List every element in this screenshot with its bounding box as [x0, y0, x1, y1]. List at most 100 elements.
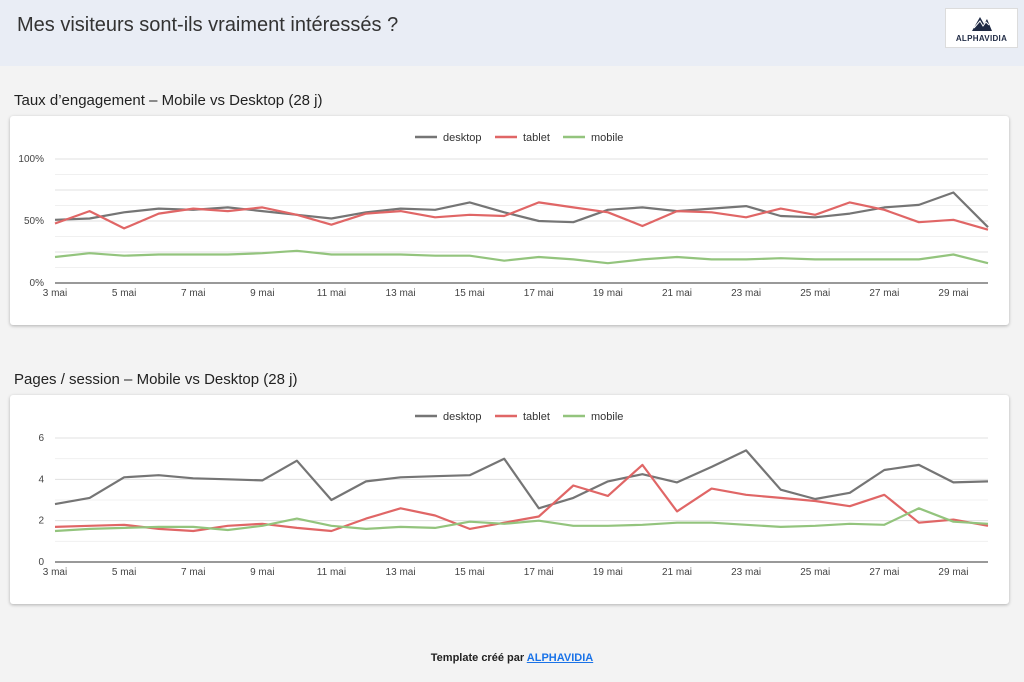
data-point-desktop [124, 212, 125, 213]
series-line-desktop[interactable] [54, 449, 989, 510]
data-point-mobile [55, 256, 56, 257]
data-point-desktop [953, 482, 954, 483]
legend-label-desktop[interactable]: desktop [443, 411, 482, 423]
data-point-tablet [884, 209, 885, 210]
data-point-desktop [227, 207, 228, 208]
engagement-chart-title: Taux d’engagement – Mobile vs Desktop (2… [14, 92, 323, 109]
series-line-mobile[interactable] [54, 249, 989, 265]
data-point-mobile [55, 531, 56, 532]
x-tick-label: 7 mai [181, 567, 205, 578]
x-tick-label: 11 mai [317, 567, 346, 578]
data-point-mobile [435, 255, 436, 256]
data-point-mobile [918, 259, 919, 260]
data-point-tablet [296, 527, 297, 528]
data-point-desktop [538, 508, 539, 509]
data-point-tablet [504, 216, 505, 217]
data-point-mobile [573, 525, 574, 526]
data-point-tablet [746, 217, 747, 218]
data-point-desktop [918, 464, 919, 465]
data-point-desktop [677, 482, 678, 483]
data-point-tablet [538, 516, 539, 517]
data-point-mobile [89, 528, 90, 529]
data-point-tablet [677, 211, 678, 212]
x-tick-label: 29 mai [938, 567, 968, 578]
x-tick-label: 21 mai [662, 567, 692, 578]
data-point-desktop [780, 216, 781, 217]
data-point-mobile [642, 259, 643, 260]
alphavidia-link[interactable]: ALPHAVIDIA [526, 652, 594, 664]
data-point-mobile [642, 524, 643, 525]
data-point-tablet [124, 228, 125, 229]
data-point-desktop [469, 475, 470, 476]
data-point-desktop [435, 476, 436, 477]
data-point-mobile [607, 263, 608, 264]
data-point-mobile [607, 525, 608, 526]
legend-label-tablet[interactable]: tablet [523, 132, 550, 144]
data-point-mobile [366, 528, 367, 529]
data-point-tablet [746, 494, 747, 495]
legend-label-tablet[interactable]: tablet [523, 411, 550, 423]
data-point-mobile [849, 259, 850, 260]
x-tick-label: 9 mai [250, 288, 274, 299]
data-point-tablet [849, 202, 850, 203]
data-point-desktop [400, 208, 401, 209]
data-point-mobile [849, 523, 850, 524]
series-line-tablet[interactable] [54, 201, 989, 231]
x-tick-label: 25 mai [800, 567, 830, 578]
series-line-mobile[interactable] [54, 507, 989, 533]
data-point-mobile [227, 529, 228, 530]
data-point-tablet [331, 531, 332, 532]
data-point-mobile [435, 527, 436, 528]
data-point-tablet [89, 211, 90, 212]
data-point-desktop [642, 474, 643, 475]
data-point-mobile [331, 254, 332, 255]
x-tick-label: 3 mai [43, 567, 67, 578]
data-point-mobile [988, 263, 989, 264]
legend-label-mobile[interactable]: mobile [591, 411, 623, 423]
legend-label-desktop[interactable]: desktop [443, 132, 482, 144]
data-point-tablet [193, 208, 194, 209]
data-point-tablet [227, 211, 228, 212]
data-point-tablet [262, 207, 263, 208]
data-point-desktop [89, 218, 90, 219]
y-tick-label: 0 [38, 557, 44, 568]
data-point-mobile [504, 523, 505, 524]
data-point-mobile [331, 525, 332, 526]
data-point-tablet [988, 525, 989, 526]
data-point-desktop [227, 479, 228, 480]
gridlines [55, 158, 988, 284]
data-point-desktop [296, 460, 297, 461]
y-tick-label: 4 [38, 474, 44, 485]
x-tick-label: 15 mai [455, 288, 485, 299]
data-point-mobile [227, 254, 228, 255]
data-point-mobile [193, 526, 194, 527]
data-point-tablet [642, 464, 643, 465]
data-point-desktop [469, 202, 470, 203]
alphavidia-logo[interactable]: ALPHAVIDIA [945, 8, 1018, 48]
data-point-mobile [158, 526, 159, 527]
data-point-desktop [642, 207, 643, 208]
data-point-desktop [711, 208, 712, 209]
series-line-desktop[interactable] [54, 191, 989, 228]
data-point-tablet [366, 518, 367, 519]
data-point-mobile [711, 259, 712, 260]
data-point-mobile [815, 259, 816, 260]
x-tick-label: 27 mai [869, 567, 899, 578]
data-point-tablet [469, 214, 470, 215]
data-point-mobile [89, 253, 90, 254]
data-point-tablet [884, 494, 885, 495]
x-tick-label: 17 mai [524, 567, 554, 578]
data-point-mobile [677, 256, 678, 257]
legend-label-mobile[interactable]: mobile [591, 132, 623, 144]
x-tick-label: 7 mai [181, 288, 205, 299]
data-point-tablet [711, 488, 712, 489]
data-point-tablet [89, 525, 90, 526]
data-point-mobile [124, 527, 125, 528]
x-tick-label: 15 mai [455, 567, 485, 578]
data-point-tablet [55, 223, 56, 224]
data-point-desktop [746, 206, 747, 207]
data-point-tablet [158, 528, 159, 529]
y-tick-label: 0% [30, 278, 45, 289]
data-point-mobile [711, 522, 712, 523]
data-point-mobile [158, 254, 159, 255]
